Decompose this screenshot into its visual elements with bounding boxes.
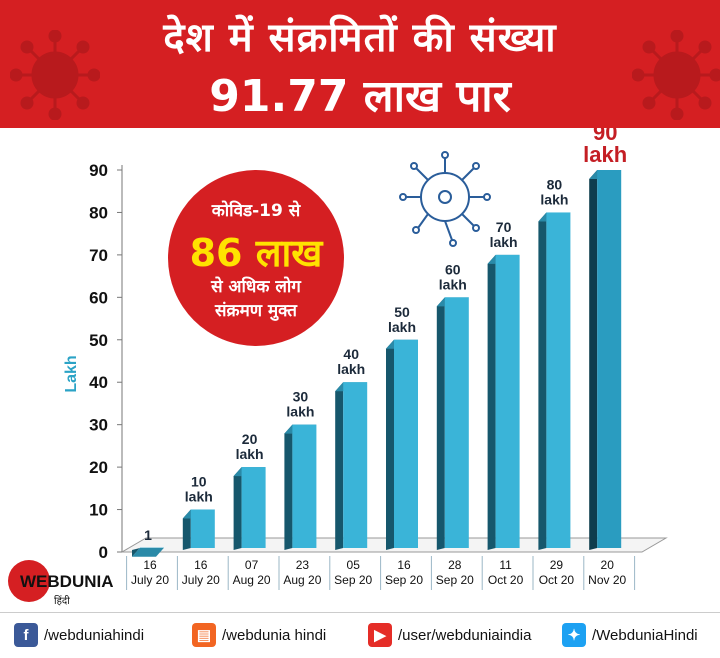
data-label: 80 xyxy=(547,176,563,192)
webdunia-logo: WEBDUNIA हिंदी xyxy=(8,556,148,608)
youtube-handle: /user/webduniaindia xyxy=(398,627,531,644)
chat-link[interactable]: ▤ /webdunia hindi xyxy=(192,623,326,647)
bar-side xyxy=(538,212,546,550)
y-tick-label: 20 xyxy=(89,458,108,477)
chat-handle: /webdunia hindi xyxy=(222,627,326,644)
y-axis-label: Lakh xyxy=(63,355,80,392)
x-tick-label: 07 xyxy=(245,558,259,572)
twitter-icon: ✦ xyxy=(562,623,586,647)
twitter-handle: /WebduniaHindi xyxy=(592,627,698,644)
bar-side xyxy=(437,297,445,550)
virus-outline-icon xyxy=(400,152,490,246)
x-tick-label: 16 xyxy=(194,558,208,572)
x-tick-label: Oct 20 xyxy=(539,573,575,587)
bar xyxy=(445,297,469,548)
bar xyxy=(242,467,266,548)
data-label: 40 xyxy=(343,346,359,362)
youtube-link[interactable]: ▶ /user/webduniaindia xyxy=(368,623,531,647)
data-label: 10 xyxy=(191,474,207,490)
x-tick-label: 11 xyxy=(499,558,512,572)
y-tick-label: 30 xyxy=(89,416,108,435)
x-tick-label: Sep 20 xyxy=(385,573,423,587)
bar xyxy=(394,340,418,548)
bar xyxy=(496,255,520,548)
x-tick-label: 28 xyxy=(448,558,462,572)
facebook-link[interactable]: f /webduniahindi xyxy=(14,623,144,647)
virus-icon xyxy=(632,30,720,120)
x-tick-label: Nov 20 xyxy=(588,573,626,587)
bar-side xyxy=(284,425,292,550)
y-tick-label: 90 xyxy=(89,161,108,180)
y-tick-label: 70 xyxy=(89,246,108,265)
bar xyxy=(292,425,316,548)
social-footer: f /webduniahindi ▤ /webdunia hindi ▶ /us… xyxy=(0,612,720,658)
badge-line-3: से अधिक लोग xyxy=(168,274,344,297)
data-label: lakh xyxy=(388,319,416,335)
data-label: lakh xyxy=(337,361,365,377)
data-label: 20 xyxy=(242,431,258,447)
badge-figure: 86 लाख xyxy=(168,226,344,278)
bar xyxy=(546,212,570,548)
bar xyxy=(343,382,367,548)
headline: देश में संक्रमितों की संख्या xyxy=(0,8,720,63)
data-label: lakh xyxy=(583,142,627,167)
x-tick-label: Aug 20 xyxy=(283,573,321,587)
x-tick-label: 29 xyxy=(550,558,564,572)
data-label: lakh xyxy=(439,276,467,292)
logo-name: WEBDUNIA xyxy=(20,572,114,592)
logo-sub: हिंदी xyxy=(54,593,70,607)
x-tick-label: 05 xyxy=(347,558,361,572)
data-label: lakh xyxy=(236,446,264,462)
bar xyxy=(191,510,215,548)
data-label: lakh xyxy=(490,234,518,250)
data-label: lakh xyxy=(286,404,314,420)
x-tick-label: Oct 20 xyxy=(488,573,524,587)
y-tick-label: 50 xyxy=(89,331,108,350)
headline-figure: 91.77 लाख पार xyxy=(0,64,720,124)
recovered-badge: कोविड-19 से 86 लाख से अधिक लोग संक्रमण म… xyxy=(168,170,344,346)
bar-side xyxy=(335,382,343,550)
y-tick-label: 40 xyxy=(89,373,108,392)
bar-side xyxy=(234,467,242,550)
facebook-handle: /webduniahindi xyxy=(44,627,144,644)
x-tick-label: Aug 20 xyxy=(233,573,271,587)
bar xyxy=(597,170,621,548)
x-tick-label: 20 xyxy=(601,558,615,572)
data-label: 30 xyxy=(293,389,309,405)
data-label: lakh xyxy=(185,489,213,505)
bar-side xyxy=(488,255,496,550)
bar-side xyxy=(589,170,597,550)
data-label: 60 xyxy=(445,261,461,277)
x-tick-label: 16 xyxy=(397,558,411,572)
virus-icon xyxy=(10,30,100,120)
y-tick-label: 80 xyxy=(89,203,108,222)
x-tick-label: 23 xyxy=(296,558,310,572)
chat-icon: ▤ xyxy=(192,623,216,647)
x-tick-label: July 20 xyxy=(182,573,220,587)
title-banner: देश में संक्रमितों की संख्या 91.77 लाख प… xyxy=(0,0,720,128)
facebook-icon: f xyxy=(14,623,38,647)
data-label: 50 xyxy=(394,304,410,320)
y-tick-label: 10 xyxy=(89,501,108,520)
y-tick-label: 60 xyxy=(89,288,108,307)
data-label: 70 xyxy=(496,219,512,235)
x-tick-label: Sep 20 xyxy=(334,573,372,587)
data-label: 1 xyxy=(144,527,152,543)
x-tick-label: Sep 20 xyxy=(436,573,474,587)
bar-side xyxy=(386,340,394,550)
badge-line-1: कोविड-19 से xyxy=(168,198,344,221)
twitter-link[interactable]: ✦ /WebduniaHindi xyxy=(562,623,698,647)
data-label: lakh xyxy=(540,191,568,207)
youtube-icon: ▶ xyxy=(368,623,392,647)
badge-line-4: संक्रमण मुक्त xyxy=(168,298,344,321)
